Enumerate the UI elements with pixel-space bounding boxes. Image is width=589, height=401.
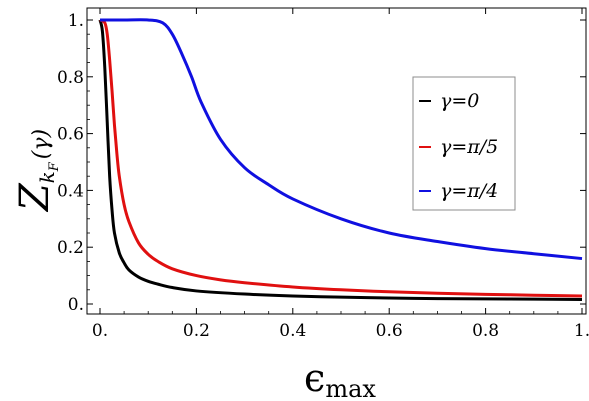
- y-axis-label: ZkF (γ): [12, 129, 62, 213]
- y-axis-label-subsub: F: [47, 161, 62, 172]
- y-axis-label-arg: (γ): [29, 129, 54, 159]
- svg-text:ZkF(γ): ZkF (γ): [12, 129, 62, 213]
- x-axis-ticks: 0. 0.2 0.4 0.6 0.8 1.: [92, 8, 589, 341]
- x-axis-label-sub: max: [325, 375, 376, 401]
- series-layer: [98, 18, 583, 301]
- y-axis-ticks: 0. 0.2 0.4 0.6 0.8 1.: [57, 11, 586, 315]
- x-tick-label: 1.: [574, 321, 589, 341]
- series-line-gamma-pi-4: [99, 18, 583, 261]
- x-tick-label: 0.8: [472, 321, 499, 341]
- x-tick-label: 0.6: [376, 321, 403, 341]
- legend-label-gamma-0: γ=0: [440, 90, 479, 112]
- legend: γ=0 γ=π/5 γ=π/4: [412, 76, 516, 211]
- y-tick-label: 1.: [68, 11, 84, 31]
- plot-frame: [86, 7, 587, 315]
- x-axis-label-main: ϵ: [304, 356, 325, 400]
- legend-box: [412, 76, 516, 211]
- y-tick-label: 0.: [68, 295, 84, 315]
- y-tick-label: 0.2: [57, 238, 84, 258]
- y-tick-label: 0.4: [57, 181, 84, 201]
- x-axis-label: ϵmax: [304, 356, 376, 401]
- x-tick-label: 0.4: [279, 321, 306, 341]
- series-line-gamma-0: [98, 19, 583, 301]
- y-axis-label-sub: k: [35, 171, 59, 183]
- x-tick-label: 0.2: [183, 321, 210, 341]
- x-tick-label: 0.: [92, 321, 108, 341]
- plot-border: [86, 7, 587, 315]
- legend-label-gamma-pi-4: γ=π/4: [440, 180, 498, 202]
- series-line-gamma-pi-5: [99, 18, 583, 298]
- y-axis-label-main: Z: [12, 182, 58, 213]
- legend-label-gamma-pi-5: γ=π/5: [440, 136, 498, 158]
- y-tick-label: 0.8: [57, 68, 84, 88]
- y-tick-label: 0.6: [57, 125, 84, 145]
